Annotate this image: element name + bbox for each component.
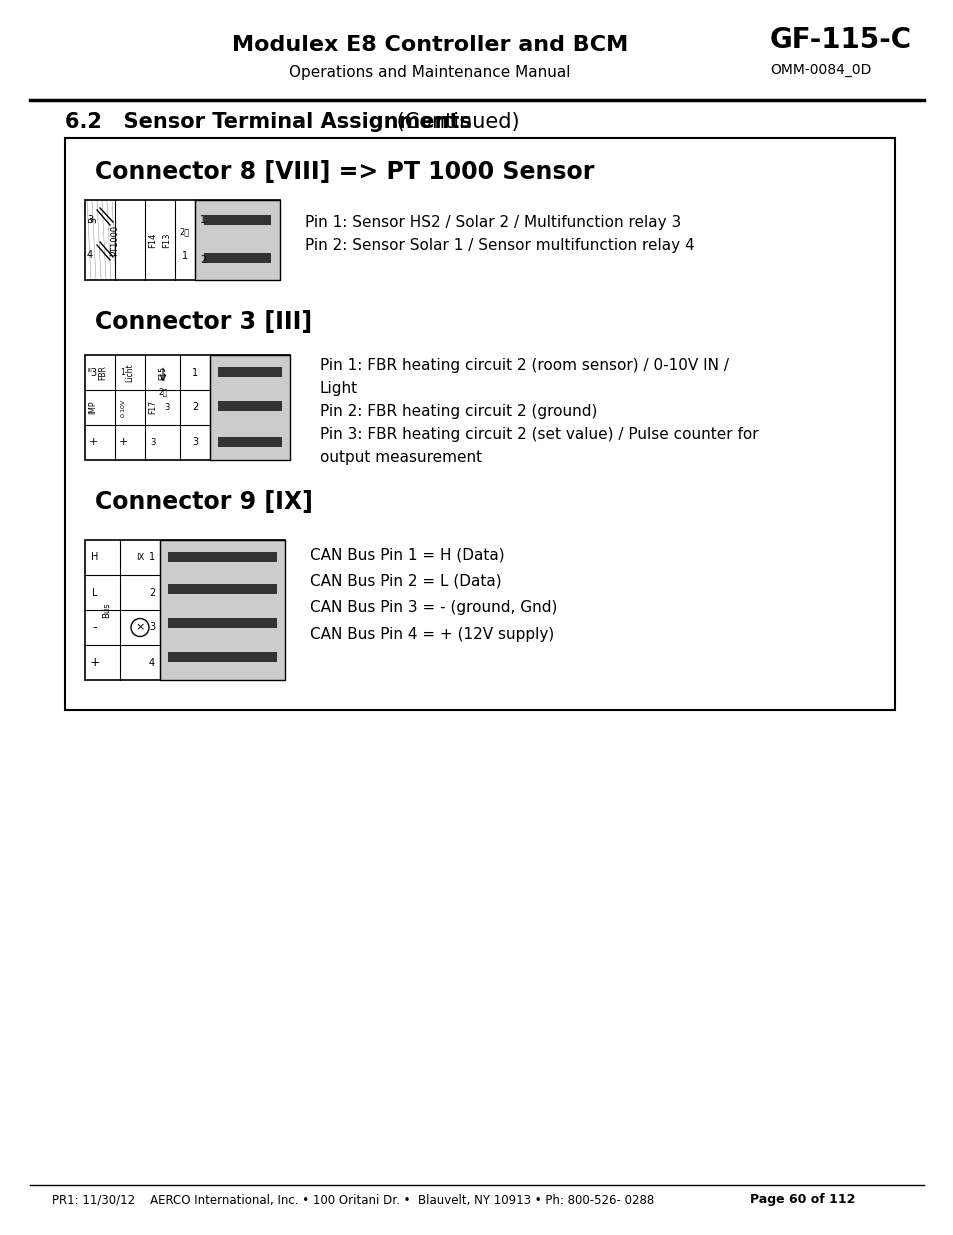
Text: L: L: [92, 588, 97, 598]
Bar: [218, 367, 282, 377]
Bar: [65, 138, 894, 710]
Text: -: -: [92, 621, 97, 634]
Text: Operations and Maintenance Manual: Operations and Maintenance Manual: [289, 64, 570, 79]
Bar: [85, 200, 280, 280]
Bar: [204, 253, 271, 263]
Text: Pin 1: FBR heating circuit 2 (room sensor) / 0-10V IN /: Pin 1: FBR heating circuit 2 (room senso…: [319, 358, 728, 373]
Text: 3: 3: [192, 437, 198, 447]
Bar: [218, 437, 282, 447]
Text: Pin 2: FBR heating circuit 2 (ground): Pin 2: FBR heating circuit 2 (ground): [319, 404, 597, 419]
Bar: [168, 552, 276, 562]
Text: 4: 4: [149, 657, 155, 667]
Bar: [85, 354, 290, 459]
Text: F13: F13: [162, 232, 172, 248]
Text: FBR: FBR: [98, 366, 108, 380]
Text: IMP: IMP: [89, 400, 97, 414]
Text: 1: 1: [192, 368, 198, 378]
Text: +: +: [90, 656, 100, 669]
Text: Connector 8 [VIII] => PT 1000 Sensor: Connector 8 [VIII] => PT 1000 Sensor: [95, 161, 594, 184]
Text: 1: 1: [182, 251, 188, 261]
Text: 2: 2: [149, 588, 155, 598]
Bar: [204, 215, 271, 225]
Text: IX: IX: [135, 553, 144, 562]
Text: 2: 2: [192, 403, 198, 412]
Text: +: +: [118, 437, 128, 447]
Text: F17: F17: [149, 400, 157, 415]
Bar: [160, 540, 285, 680]
Text: CAN Bus Pin 4 = + (12V supply): CAN Bus Pin 4 = + (12V supply): [310, 627, 554, 642]
Text: OMM-0084_0D: OMM-0084_0D: [769, 63, 870, 77]
Text: output measurement: output measurement: [319, 450, 481, 466]
Bar: [168, 618, 276, 629]
Text: \: \: [102, 215, 112, 225]
Text: 2Ⓢ: 2Ⓢ: [158, 388, 168, 396]
Text: F14: F14: [149, 232, 157, 248]
Text: 2: 2: [200, 254, 206, 266]
Text: PT1000: PT1000: [111, 225, 119, 256]
Text: CAN Bus Pin 2 = L (Data): CAN Bus Pin 2 = L (Data): [310, 573, 501, 588]
Text: 4: 4: [87, 249, 93, 261]
Text: CAN Bus Pin 3 = - (ground, Gnd): CAN Bus Pin 3 = - (ground, Gnd): [310, 600, 557, 615]
Text: CAN Bus Pin 1 = H (Data): CAN Bus Pin 1 = H (Data): [310, 547, 504, 562]
Bar: [168, 652, 276, 662]
Bar: [210, 354, 290, 459]
Text: 3: 3: [151, 437, 155, 447]
Text: Licht: Licht: [126, 363, 134, 382]
Text: 0-10V: 0-10V: [120, 399, 126, 416]
Text: ×: ×: [135, 622, 145, 632]
Text: 3: 3: [87, 215, 93, 225]
Text: III: III: [88, 368, 92, 373]
Text: Connector 3 [III]: Connector 3 [III]: [95, 310, 312, 333]
Text: +: +: [89, 437, 97, 447]
Text: Pin 1: Sensor HS2 / Solar 2 / Multifunction relay 3: Pin 1: Sensor HS2 / Solar 2 / Multifunct…: [305, 215, 680, 230]
Bar: [194, 200, 280, 280]
Text: Page 60 of 112: Page 60 of 112: [749, 1193, 855, 1207]
Text: 1: 1: [149, 552, 155, 562]
Bar: [218, 401, 282, 411]
Text: 3: 3: [88, 217, 98, 224]
Text: PR1: 11/30/12    AERCO International, Inc. • 100 Oritani Dr. •  Blauvelt, NY 109: PR1: 11/30/12 AERCO International, Inc. …: [52, 1193, 654, 1207]
Text: Bus: Bus: [102, 603, 112, 618]
Text: 3: 3: [164, 403, 170, 412]
Text: H: H: [91, 552, 98, 562]
Text: Light: Light: [319, 382, 357, 396]
Text: Connector 9 [IX]: Connector 9 [IX]: [95, 490, 313, 514]
Text: 1: 1: [120, 368, 125, 378]
Text: 1: 1: [200, 215, 206, 225]
Text: 3: 3: [149, 622, 155, 632]
Text: Modulex E8 Controller and BCM: Modulex E8 Controller and BCM: [232, 35, 627, 56]
Text: F15: F15: [158, 366, 168, 380]
Text: (Continued): (Continued): [390, 112, 519, 132]
Text: Pin 3: FBR heating circuit 2 (set value) / Pulse counter for: Pin 3: FBR heating circuit 2 (set value)…: [319, 427, 758, 442]
Text: 6.2   Sensor Terminal Assignments: 6.2 Sensor Terminal Assignments: [65, 112, 472, 132]
Text: 2Ⓖ: 2Ⓖ: [180, 227, 190, 236]
Bar: [168, 584, 276, 594]
Text: 3: 3: [90, 368, 96, 378]
Text: GF-115-C: GF-115-C: [769, 26, 911, 54]
Bar: [85, 540, 285, 680]
Text: Pin 2: Sensor Solar 1 / Sensor multifunction relay 4: Pin 2: Sensor Solar 1 / Sensor multifunc…: [305, 238, 694, 253]
